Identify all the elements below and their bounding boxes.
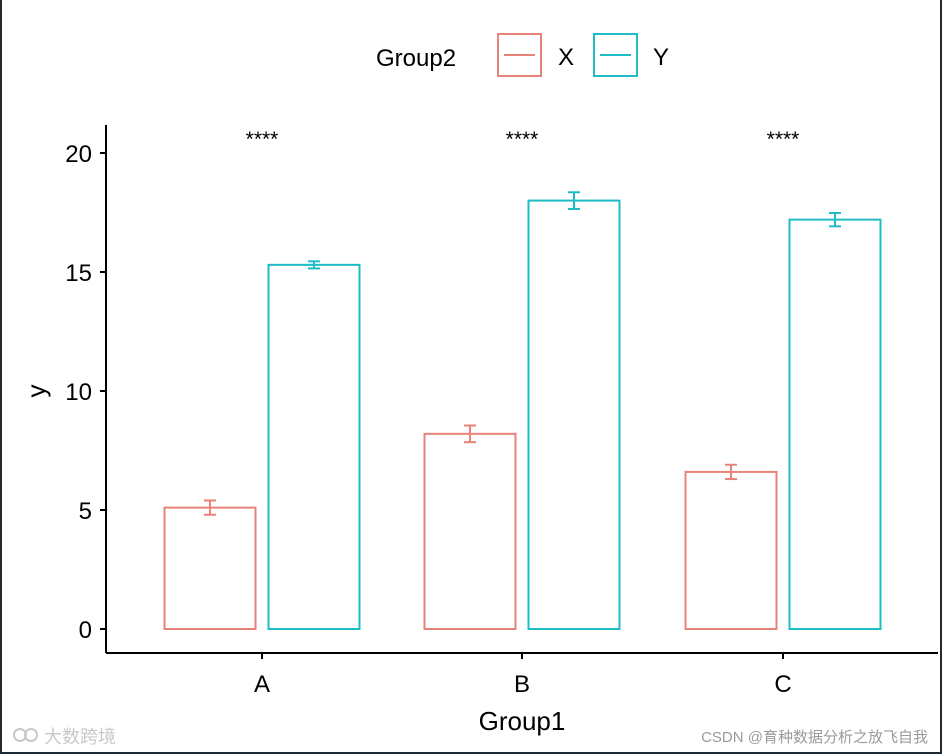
y-tick-label: 15 <box>65 260 92 287</box>
y-tick-label: 10 <box>65 379 92 406</box>
significance-label: **** <box>246 128 279 151</box>
bar-y-b <box>527 199 621 630</box>
y-tick-label: 20 <box>65 141 92 168</box>
watermark-left-text: 大数跨境 <box>44 727 116 747</box>
x-tick-label: B <box>514 671 530 698</box>
error-bar-x-a <box>204 499 216 516</box>
error-bar-y-b <box>568 191 580 210</box>
x-tick-label: A <box>254 671 270 698</box>
legend-label-x: X <box>558 44 574 71</box>
watermark-logo-icon-2 <box>24 728 38 742</box>
y-axis-title: y <box>21 385 51 398</box>
error-bar-y-a <box>308 260 320 270</box>
significance-label: **** <box>767 128 800 151</box>
legend: Group2 X Y <box>376 33 669 77</box>
error-bar-x-b <box>464 424 476 444</box>
y-tick-label: 5 <box>79 498 92 525</box>
watermark-left: 大数跨境 <box>13 727 116 747</box>
legend-title: Group2 <box>376 45 456 72</box>
bar-x-b <box>423 432 517 630</box>
legend-key-x <box>497 33 542 77</box>
error-bar-x-c <box>725 463 737 481</box>
bar-x-a <box>163 506 257 630</box>
significance-label: **** <box>506 128 539 151</box>
bar-x-c <box>684 470 778 631</box>
axes: 0 5 10 15 20 A B C <box>65 125 938 698</box>
bar-y-c <box>788 218 882 630</box>
legend-key-y <box>593 33 638 77</box>
error-bar-y-c <box>829 211 841 228</box>
watermark-right-text: CSDN @育种数据分析之放飞自我 <box>701 729 928 746</box>
x-tick-label: C <box>774 671 791 698</box>
legend-label-y: Y <box>653 44 669 71</box>
bar-y-a <box>267 263 361 630</box>
bars <box>163 191 882 631</box>
significance-annotations: **** **** **** <box>246 128 800 151</box>
y-tick-label: 0 <box>79 617 92 644</box>
x-axis-title: Group1 <box>479 706 566 736</box>
